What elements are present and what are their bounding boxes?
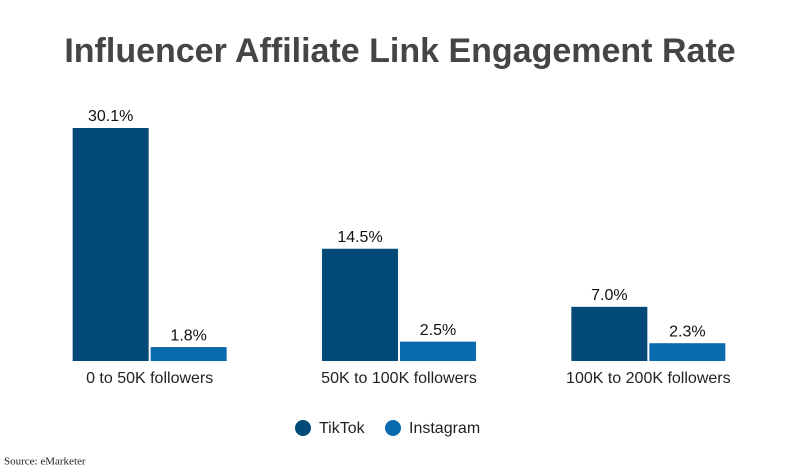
legend-label: Instagram [409,420,480,437]
legend-marker [295,420,311,436]
legend-label: TikTok [319,420,366,437]
value-label: 14.5% [337,229,382,246]
x-tick-label: 100K to 200K followers [566,370,731,387]
bar [400,341,476,361]
legend-marker [385,420,401,436]
value-label: 1.8% [170,327,206,344]
bar [571,306,648,361]
x-tick-label: 0 to 50K followers [86,370,213,387]
bar [72,128,149,361]
value-label: 2.5% [420,322,456,339]
value-label: 2.3% [669,323,705,340]
bar [649,343,726,361]
value-label: 7.0% [591,287,627,304]
chart-title: Influencer Affiliate Link Engagement Rat… [64,32,735,70]
source: Source: eMarketer [4,456,86,468]
bar [322,248,398,361]
bar [150,347,227,361]
x-tick-label: 50K to 100K followers [321,370,477,387]
value-label: 30.1% [88,108,133,125]
